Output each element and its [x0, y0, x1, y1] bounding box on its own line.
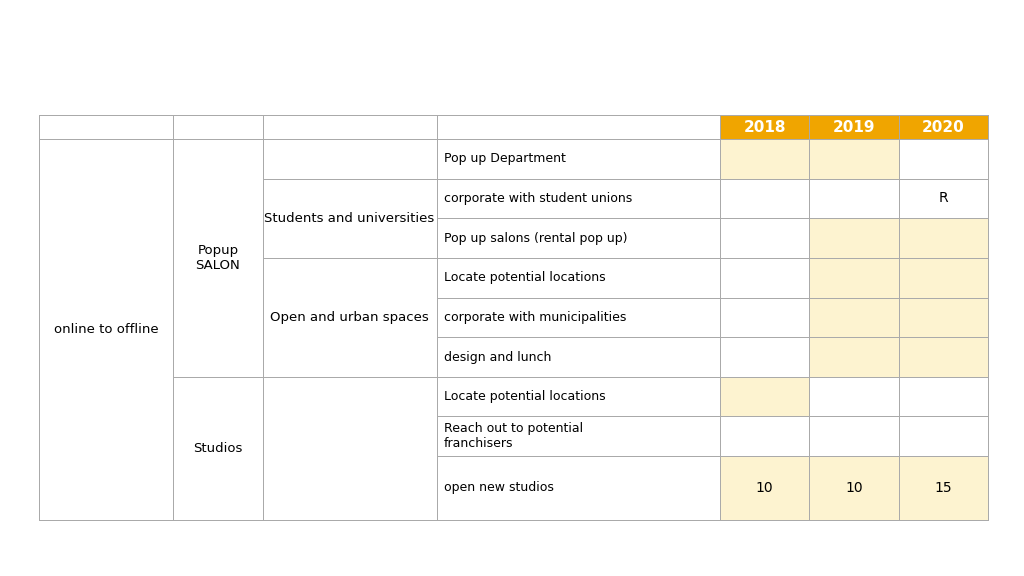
Bar: [809, 456, 899, 520]
Bar: [262, 115, 436, 139]
Bar: [899, 456, 988, 520]
Bar: [720, 456, 809, 520]
Bar: [899, 139, 988, 179]
Bar: [809, 139, 899, 179]
Bar: [720, 258, 809, 298]
Bar: [720, 298, 809, 337]
Text: Open and urban spaces: Open and urban spaces: [270, 311, 429, 324]
Text: Reach out to potential
franchisers: Reach out to potential franchisers: [443, 422, 583, 450]
Text: R: R: [939, 191, 948, 206]
Bar: [173, 139, 262, 377]
Bar: [899, 337, 988, 377]
Bar: [436, 298, 720, 337]
Text: 2018: 2018: [743, 120, 785, 135]
Bar: [899, 298, 988, 337]
Bar: [720, 139, 809, 179]
Text: design and lunch: design and lunch: [443, 351, 551, 363]
Bar: [436, 218, 720, 258]
Text: Locate potential locations: Locate potential locations: [443, 390, 605, 403]
Bar: [262, 139, 436, 179]
Text: corporate with student unions: corporate with student unions: [443, 192, 632, 205]
Text: 10: 10: [845, 481, 863, 495]
Bar: [436, 139, 720, 179]
Bar: [899, 377, 988, 416]
Text: 10: 10: [756, 481, 773, 495]
Text: 2020: 2020: [922, 120, 965, 135]
Bar: [809, 416, 899, 456]
Bar: [262, 377, 436, 520]
Bar: [720, 337, 809, 377]
Bar: [720, 218, 809, 258]
Bar: [720, 377, 809, 416]
Bar: [720, 416, 809, 456]
Text: Popup
SALON: Popup SALON: [196, 244, 241, 272]
Bar: [436, 377, 720, 416]
Bar: [262, 258, 436, 377]
Text: Locate potential locations: Locate potential locations: [443, 271, 605, 284]
Bar: [436, 337, 720, 377]
Bar: [39, 115, 988, 520]
Bar: [720, 179, 809, 218]
Bar: [436, 258, 720, 298]
Text: corporate with municipalities: corporate with municipalities: [443, 311, 626, 324]
Bar: [436, 416, 720, 456]
Bar: [899, 416, 988, 456]
Bar: [809, 258, 899, 298]
Bar: [809, 298, 899, 337]
Bar: [809, 179, 899, 218]
Bar: [39, 115, 173, 139]
Bar: [173, 377, 262, 520]
Bar: [262, 179, 436, 258]
Bar: [436, 115, 720, 139]
Bar: [436, 456, 720, 520]
Bar: [899, 179, 988, 218]
Bar: [809, 377, 899, 416]
Bar: [436, 179, 720, 218]
Bar: [899, 258, 988, 298]
Bar: [809, 337, 899, 377]
Bar: [39, 139, 173, 520]
Bar: [809, 218, 899, 258]
Text: 2019: 2019: [833, 120, 876, 135]
Text: Students and universities: Students and universities: [264, 212, 434, 225]
Text: 15: 15: [935, 481, 952, 495]
Text: Pop up salons (rental pop up): Pop up salons (rental pop up): [443, 232, 627, 245]
Text: online to offline: online to offline: [53, 323, 159, 336]
Bar: [173, 115, 262, 139]
Text: Pop up Department: Pop up Department: [443, 152, 565, 165]
Bar: [899, 115, 988, 139]
Text: Studios: Studios: [194, 442, 243, 454]
Bar: [899, 218, 988, 258]
Text: open new studios: open new studios: [443, 482, 554, 494]
Bar: [720, 115, 809, 139]
Text: Implementation plan timeline: Implementation plan timeline: [234, 26, 790, 63]
Bar: [809, 115, 899, 139]
